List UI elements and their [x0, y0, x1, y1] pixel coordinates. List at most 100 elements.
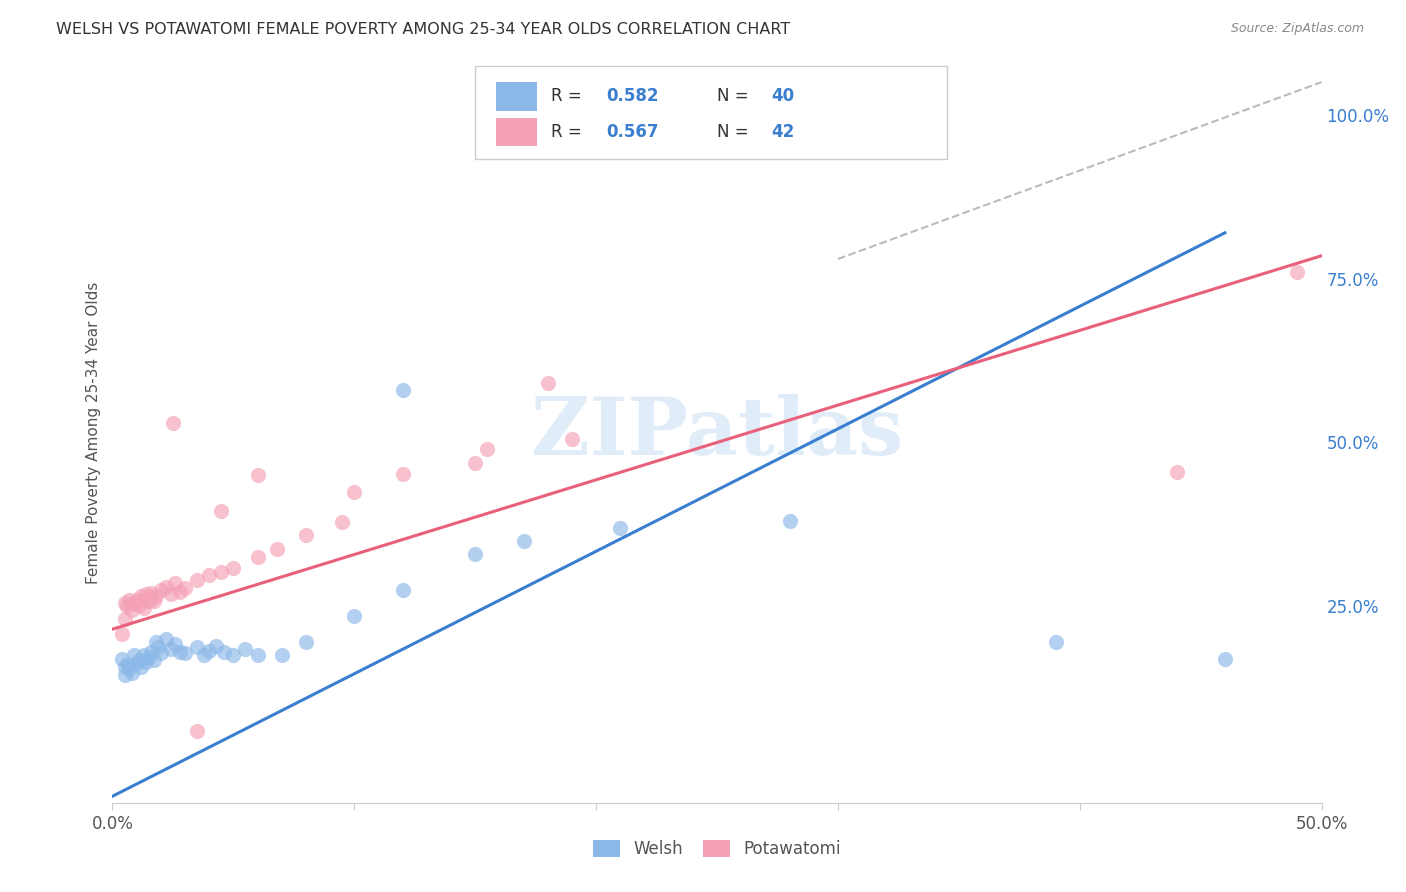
Point [159, 641, 181, 656]
Point [1166, 465, 1188, 479]
Point [174, 581, 197, 595]
Point [391, 582, 413, 597]
Point [135, 587, 157, 601]
FancyBboxPatch shape [496, 82, 537, 111]
Point [149, 647, 172, 661]
Point [198, 567, 221, 582]
Point [174, 647, 197, 661]
Point [165, 637, 187, 651]
Point [246, 648, 269, 663]
Point [270, 648, 292, 663]
Point [142, 594, 165, 608]
Point [609, 521, 631, 535]
Point [186, 640, 208, 654]
Point [148, 640, 170, 654]
Point [128, 598, 150, 612]
Text: ZIPatlas: ZIPatlas [531, 393, 903, 472]
Point [246, 468, 269, 483]
Point [121, 602, 143, 616]
Point [138, 594, 160, 608]
Point [198, 644, 221, 658]
Point [212, 645, 235, 659]
Point [118, 661, 141, 675]
Point [295, 528, 318, 542]
Point [115, 657, 138, 671]
Point [114, 659, 136, 673]
Point [561, 432, 583, 446]
Text: 42: 42 [772, 123, 794, 141]
Point [1213, 651, 1236, 665]
Point [391, 467, 413, 481]
Point [141, 645, 163, 659]
Point [512, 533, 534, 548]
Point [391, 383, 413, 397]
Text: N =: N = [717, 87, 754, 105]
Point [149, 582, 172, 597]
Text: R =: R = [551, 123, 588, 141]
Point [125, 657, 148, 671]
FancyBboxPatch shape [475, 66, 946, 159]
Point [295, 635, 318, 649]
Point [169, 584, 191, 599]
Point [209, 565, 232, 579]
Point [132, 648, 155, 663]
Point [141, 586, 163, 600]
Legend: Welsh, Potawatomi: Welsh, Potawatomi [586, 833, 848, 865]
Point [121, 666, 143, 681]
Point [464, 457, 486, 471]
Point [246, 550, 269, 565]
Point [159, 587, 181, 601]
Point [114, 668, 136, 682]
Text: Source: ZipAtlas.com: Source: ZipAtlas.com [1230, 22, 1364, 36]
Point [131, 590, 153, 604]
Point [343, 484, 366, 499]
Y-axis label: Female Poverty Among 25-34 Year Olds: Female Poverty Among 25-34 Year Olds [86, 282, 101, 583]
Point [138, 650, 160, 665]
Text: WELSH VS POTAWATOMI FEMALE POVERTY AMONG 25-34 YEAR OLDS CORRELATION CHART: WELSH VS POTAWATOMI FEMALE POVERTY AMONG… [56, 22, 790, 37]
Text: 40: 40 [772, 87, 794, 105]
Text: 0.582: 0.582 [606, 87, 658, 105]
Point [122, 648, 145, 663]
Point [169, 645, 191, 659]
Point [114, 612, 136, 626]
Point [162, 416, 184, 430]
Point [132, 600, 155, 615]
Point [330, 516, 353, 530]
Point [779, 514, 801, 528]
Point [343, 609, 366, 624]
Point [186, 723, 208, 738]
Point [464, 547, 486, 561]
Point [111, 626, 134, 640]
Point [118, 592, 141, 607]
Point [222, 648, 245, 663]
Point [1286, 265, 1309, 279]
Point [115, 599, 138, 614]
Point [122, 596, 145, 610]
Point [209, 504, 232, 518]
FancyBboxPatch shape [496, 118, 537, 146]
Point [266, 541, 288, 556]
Point [142, 653, 165, 667]
Point [125, 592, 148, 607]
Point [186, 573, 208, 587]
Point [205, 639, 228, 653]
Point [1045, 635, 1067, 649]
Text: R =: R = [551, 87, 588, 105]
Point [131, 659, 153, 673]
Point [537, 376, 560, 391]
Point [193, 648, 215, 663]
Point [165, 576, 187, 591]
Point [477, 442, 499, 456]
Point [155, 632, 177, 646]
Point [114, 596, 136, 610]
Text: 0.567: 0.567 [606, 123, 658, 141]
Point [111, 651, 134, 665]
Point [222, 561, 245, 575]
Point [145, 590, 167, 604]
Point [155, 580, 177, 594]
Text: N =: N = [717, 123, 754, 141]
Point [145, 635, 167, 649]
Point [128, 653, 150, 667]
Point [235, 641, 257, 656]
Point [135, 655, 157, 669]
